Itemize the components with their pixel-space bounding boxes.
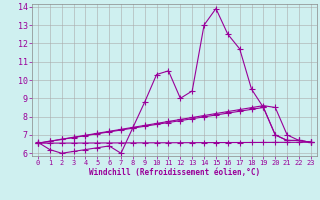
X-axis label: Windchill (Refroidissement éolien,°C): Windchill (Refroidissement éolien,°C) [89,168,260,177]
